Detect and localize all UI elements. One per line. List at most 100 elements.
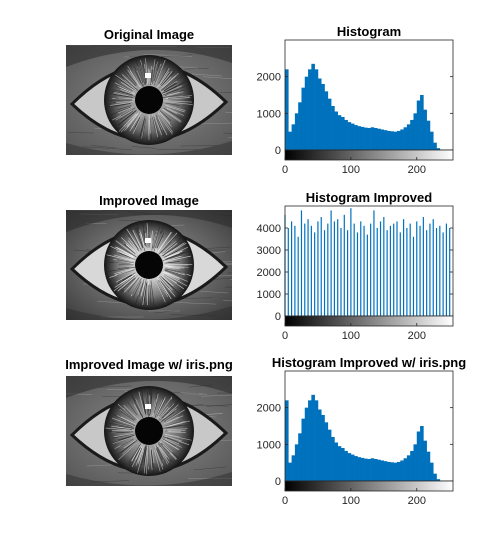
iris-fiber	[111, 431, 132, 433]
iris-fiber	[155, 398, 166, 418]
iris-fiber	[139, 233, 145, 249]
skin-texture	[203, 76, 232, 80]
histogram-bar	[364, 458, 368, 481]
iris-fiber	[163, 255, 192, 263]
skin-texture	[201, 394, 232, 397]
iris-fiber	[151, 399, 156, 417]
iris-fiber	[110, 106, 132, 116]
skin-texture	[220, 262, 232, 264]
histogram-bar	[341, 448, 345, 481]
iris-fiber	[118, 441, 139, 461]
x-tick-label: 100	[342, 495, 360, 507]
histogram-bar	[380, 129, 385, 150]
iris-fiber	[113, 254, 135, 262]
histogram-bar	[308, 69, 312, 150]
iris-fiber	[166, 437, 179, 442]
iris-fiber	[150, 230, 153, 247]
histogram-bar	[337, 115, 342, 150]
iris-fiber	[152, 117, 156, 131]
histogram-bar	[423, 440, 427, 481]
iris-fiber	[159, 281, 169, 298]
iris-fiber	[140, 282, 145, 297]
iris-fiber	[114, 269, 132, 276]
iris-fiber	[132, 115, 142, 135]
iris-fiber	[158, 442, 170, 454]
iris-fiber	[162, 89, 180, 96]
iris-fiber	[151, 59, 156, 85]
iris-fiber	[165, 437, 180, 445]
iris-fiber	[131, 112, 142, 129]
iris-fiber	[120, 111, 140, 133]
iris-fiber	[122, 272, 136, 281]
iris-fiber	[159, 276, 170, 289]
histogram-bar	[420, 95, 424, 150]
histogram-bar	[397, 461, 401, 481]
histogram-bar	[420, 426, 424, 481]
histogram-bar	[321, 415, 325, 481]
iris-fiber	[163, 82, 185, 94]
iris-fiber	[166, 85, 187, 94]
iris-fiber	[156, 400, 166, 418]
iris-fiber	[156, 232, 165, 248]
histogram-bar	[413, 444, 418, 481]
histogram-bar	[403, 127, 408, 150]
histogram-bar	[354, 456, 358, 481]
iris-fiber	[139, 68, 146, 86]
iris-fiber	[141, 118, 147, 142]
iris-fiber	[160, 241, 172, 254]
x-tick-label: 200	[408, 495, 426, 507]
y-tick-label: 0	[275, 145, 281, 157]
iris-fiber	[161, 108, 181, 123]
iris-fiber	[159, 404, 179, 422]
iris-fiber	[165, 242, 187, 256]
iris-fiber	[164, 420, 186, 427]
iris-fiber	[138, 444, 145, 462]
histogram-bar	[360, 457, 365, 481]
iris-fiber	[168, 96, 189, 99]
iris-fiber	[152, 393, 159, 416]
iris-fiber	[150, 280, 155, 306]
iris-fiber	[165, 434, 192, 441]
iris-fiber	[116, 250, 135, 259]
iris-fiber	[115, 240, 135, 255]
histogram-bar	[294, 113, 299, 150]
iris-fiber	[135, 446, 144, 466]
x-tick-label: 200	[408, 330, 426, 342]
histogram-bar	[298, 102, 302, 150]
iris-fiber	[166, 97, 191, 100]
iris-fiber	[115, 103, 131, 107]
iris-fiber	[160, 76, 178, 91]
iris-fiber	[132, 278, 142, 295]
iris-fiber	[115, 86, 132, 94]
iris-fiber	[141, 394, 146, 414]
original-image-title: Original Image	[103, 27, 195, 42]
iris-fiber	[166, 91, 184, 96]
improved-eye-image	[66, 210, 232, 320]
skin-texture	[82, 146, 132, 150]
iris-fiber	[113, 74, 134, 89]
histogram-bar	[380, 460, 385, 481]
iris-fiber	[115, 275, 136, 292]
iris-fiber	[114, 94, 134, 98]
iris-fiber	[162, 94, 181, 98]
iris-fiber	[127, 401, 138, 416]
iris-fiber	[135, 60, 144, 83]
iris-fiber	[157, 407, 168, 421]
iris-fiber	[106, 254, 133, 262]
histogram-bar	[406, 455, 411, 481]
iris-fiber	[127, 235, 140, 251]
iris-fiber	[146, 445, 149, 475]
histogram-bar	[288, 131, 292, 150]
x-tick-label: 200	[408, 164, 426, 176]
iris-fiber	[161, 271, 188, 287]
iris-fiber	[166, 431, 186, 433]
histogram-bar	[413, 113, 418, 150]
iris-fiber	[147, 279, 149, 306]
pupil	[135, 417, 163, 445]
skin-texture	[99, 385, 132, 388]
histogram-bar	[410, 119, 414, 150]
histogram-bar	[311, 63, 315, 151]
iris-fiber	[153, 449, 161, 472]
upper-lid	[66, 45, 232, 67]
iris-fiber	[112, 417, 133, 426]
